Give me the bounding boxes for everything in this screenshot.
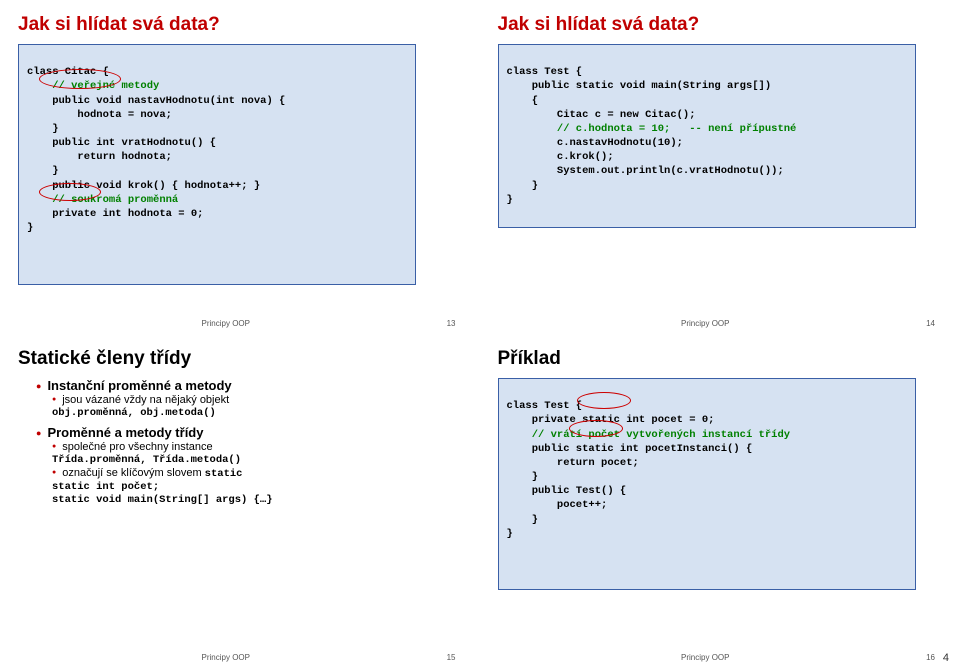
code-block: class Citac { // veřejné metody public v… [18, 44, 416, 285]
markup-circle [577, 392, 631, 409]
slide-footer: Principy OOP 14 [480, 319, 959, 328]
footer-text: Principy OOP [681, 319, 729, 328]
bullet-list: Instanční proměnné a metody jsou vázané … [18, 378, 462, 506]
sub-item: označují se klíčovým slovem static stati… [52, 467, 462, 506]
slide-title: Jak si hlídat svá data? [498, 14, 942, 36]
slide-title: Statické členy třídy [18, 348, 462, 370]
sub-item: společné pro všechny instance Třída.prom… [52, 441, 462, 466]
page-number: 13 [447, 319, 456, 328]
sheet-page-number: 4 [943, 652, 949, 664]
code-block: class Test { private static int pocet = … [498, 378, 916, 590]
sub-item: jsou vázané vždy na nějaký objekt obj.pr… [52, 394, 462, 419]
page-number: 16 [926, 653, 935, 662]
slide-title: Jak si hlídat svá data? [18, 14, 462, 36]
page-number: 14 [926, 319, 935, 328]
slide-13: Jak si hlídat svá data? class Citac { //… [0, 0, 480, 334]
slide-footer: Principy OOP 16 [480, 653, 959, 662]
code-block: class Test { public static void main(Str… [498, 44, 916, 228]
slide-footer: Principy OOP 13 [0, 319, 480, 328]
bullet-item: Proměnné a metody třídy společné pro vše… [36, 425, 462, 506]
slide-16: Příklad class Test { private static int … [480, 334, 959, 668]
bullet-item: Instanční proměnné a metody jsou vázané … [36, 378, 462, 419]
slide-15: Statické členy třídy Instanční proměnné … [0, 334, 480, 668]
footer-text: Principy OOP [681, 653, 729, 662]
footer-text: Principy OOP [202, 319, 250, 328]
slide-footer: Principy OOP 15 [0, 653, 480, 662]
footer-text: Principy OOP [202, 653, 250, 662]
slide-title: Příklad [498, 348, 942, 370]
slide-14: Jak si hlídat svá data? class Test { pub… [480, 0, 959, 334]
page-number: 15 [447, 653, 456, 662]
